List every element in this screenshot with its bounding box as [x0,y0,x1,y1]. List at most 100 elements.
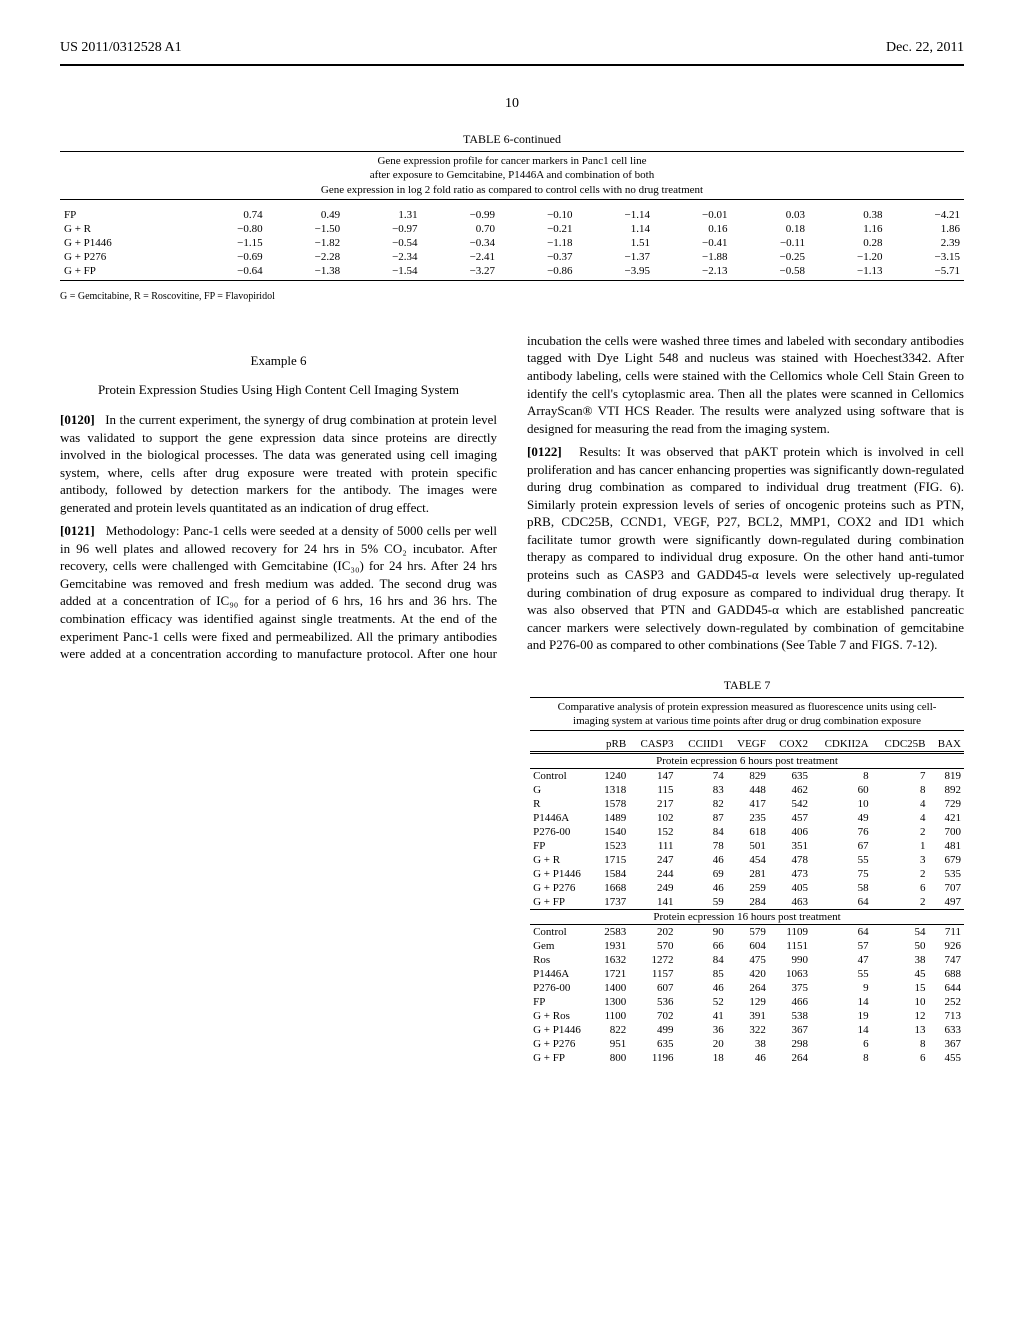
table6-rule-bottom [60,280,964,281]
cell: −5.71 [886,264,964,278]
cell: −0.80 [189,222,266,236]
cell: 1240 [595,769,629,784]
table-row: G + P1446822499363223671413633 [530,1023,964,1037]
cell: 2 [872,867,929,881]
cell: 1400 [595,981,629,995]
cell: 417 [727,797,769,811]
cell: 351 [769,839,811,853]
cell: 20 [677,1037,727,1051]
cell: 679 [929,853,964,867]
cell: 457 [769,811,811,825]
cell: 538 [769,1009,811,1023]
col-header: pRB [595,737,629,752]
cell: −0.58 [732,264,809,278]
cell: 55 [811,853,872,867]
table-row: Ros16321272844759904738747 [530,953,964,967]
cell: 644 [929,981,964,995]
table-row: G131811583448462608892 [530,783,964,797]
cell: −0.21 [499,222,576,236]
cell: 713 [929,1009,964,1023]
table7-rule-top [530,697,964,698]
cell: 1.16 [809,222,886,236]
cell: 635 [629,1037,676,1051]
cell: −0.69 [189,250,266,264]
cell: 67 [811,839,872,853]
patent-id: US 2011/0312528 A1 [60,40,182,56]
cell: 46 [727,1051,769,1065]
col-header [530,737,595,752]
table-row: Control12401477482963587819 [530,769,964,784]
table-row: G + P276166824946259405586707 [530,881,964,895]
cell: −0.64 [189,264,266,278]
table6-rule-top [60,151,964,152]
cell: 570 [629,939,676,953]
col-header: CDC25B [872,737,929,752]
col-header: CDKII2A [811,737,872,752]
row-label: Gem [530,939,595,953]
cell: 375 [769,981,811,995]
cell: 0.70 [422,222,499,236]
cell: 59 [677,895,727,910]
cell: 87 [677,811,727,825]
cell: 4 [872,797,929,811]
cell: 15 [872,981,929,995]
row-label: R [530,797,595,811]
cell: 1063 [769,967,811,981]
cell: −2.34 [344,250,421,264]
cell: 926 [929,939,964,953]
cell: 152 [629,825,676,839]
table-row: P1446A172111578542010635545688 [530,967,964,981]
cell: 19 [811,1009,872,1023]
para-0122: [0122] Results: It was observed that pAK… [527,443,964,654]
row-label: P1446A [530,967,595,981]
cell: 367 [929,1037,964,1051]
para-0120: [0120] In the current experiment, the sy… [60,411,497,516]
cell: 711 [929,925,964,940]
example6-label: Example 6 [60,352,497,370]
col-header: BAX [929,737,964,752]
cell: 74 [677,769,727,784]
table-row: G + R171524746454478553679 [530,853,964,867]
cell: 46 [677,853,727,867]
cell: 8 [872,783,929,797]
cell: 0.18 [732,222,809,236]
cell: −0.34 [422,236,499,250]
table-row: P1446A148910287235457494421 [530,811,964,825]
cell: 1.86 [886,222,964,236]
cell: 235 [727,811,769,825]
cell: 405 [769,881,811,895]
cell: −1.54 [344,264,421,278]
cell: −0.01 [654,208,731,222]
cell: −0.37 [499,250,576,264]
table6-caption-l1: Gene expression profile for cancer marke… [60,154,964,168]
cell: 90 [677,925,727,940]
para-0122-text: Results: It was observed that pAKT prote… [527,444,964,652]
table-row: G + P1446−1.15−1.82−0.54−0.34−1.181.51−0… [60,236,964,250]
row-label: G + FP [530,895,595,910]
table7-caption-l1: Comparative analysis of protein expressi… [530,700,964,714]
cell: 202 [629,925,676,940]
cell: 14 [811,1023,872,1037]
cell: 1 [872,839,929,853]
cell: −1.50 [267,222,344,236]
cell: 64 [811,925,872,940]
cell: 1196 [629,1051,676,1065]
table-row: G + R−0.80−1.50−0.970.70−0.211.140.160.1… [60,222,964,236]
cell: 264 [769,1051,811,1065]
col-header: CASP3 [629,737,676,752]
cell: 448 [727,783,769,797]
cell: 13 [872,1023,929,1037]
cell: 536 [629,995,676,1009]
cell: 466 [769,995,811,1009]
cell: 322 [727,1023,769,1037]
table7-title: TABLE 7 [530,678,964,693]
cell: 8 [872,1037,929,1051]
cell: 822 [595,1023,629,1037]
cell: 829 [727,769,769,784]
table-row: G + P276951635203829868367 [530,1037,964,1051]
row-label: G + R [530,853,595,867]
row-label: P1446A [530,811,595,825]
cell: 60 [811,783,872,797]
cell: 542 [769,797,811,811]
cell: 1100 [595,1009,629,1023]
